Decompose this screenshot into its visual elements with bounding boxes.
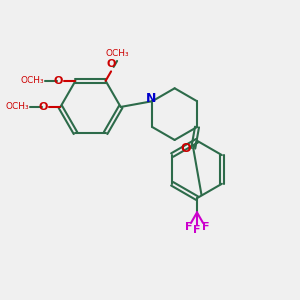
Text: N: N bbox=[146, 92, 156, 105]
Text: F: F bbox=[202, 222, 209, 233]
Text: F: F bbox=[193, 225, 201, 235]
Text: F: F bbox=[184, 222, 192, 233]
Text: OCH₃: OCH₃ bbox=[105, 49, 129, 58]
Text: OCH₃: OCH₃ bbox=[21, 76, 44, 85]
Text: OCH₃: OCH₃ bbox=[6, 102, 29, 111]
Text: O: O bbox=[106, 59, 116, 69]
Text: O: O bbox=[181, 142, 191, 155]
Text: O: O bbox=[53, 76, 63, 86]
Text: O: O bbox=[38, 102, 47, 112]
